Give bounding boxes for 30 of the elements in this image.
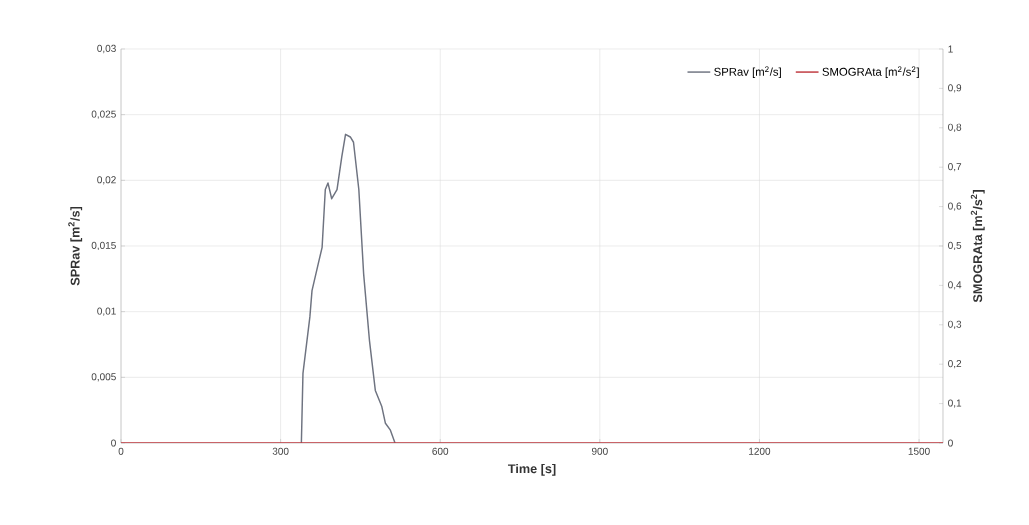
x-tick-label: 1200: [749, 447, 771, 455]
y2-tick-label: 0,4: [948, 281, 962, 290]
legend-label: SPRav [m$^{2}$/s]: [714, 66, 781, 79]
line-series: [300, 133, 396, 443]
legend-label: SMOGRAta [m$^{2}$/s$^{2}$]: [822, 66, 919, 79]
y2-tick-label: 0,8: [948, 123, 962, 132]
x-tick-label: 1500: [908, 447, 930, 455]
y-tick-label: 0,025: [91, 110, 116, 119]
x-tick-label: 0: [118, 447, 124, 455]
y2-tick-label: 1: [948, 45, 953, 53]
y2-tick-label: 0,2: [948, 360, 962, 369]
y2-tick-label: 0: [948, 439, 953, 447]
y2-tick-label: 0,3: [948, 320, 962, 329]
y2-tick-label: 0,5: [948, 241, 962, 251]
y-tick-label: 0,005: [91, 373, 116, 382]
x-tick-label: 900: [591, 447, 608, 455]
y2-axis-title: SMOGRAta [m$^{2}$/s$^{2}$]: [970, 190, 985, 303]
x-axis-title: Time [s]: [507, 463, 556, 476]
y-tick-label: 0,01: [97, 307, 116, 316]
y2-tick-label: 0,1: [948, 399, 962, 408]
y-tick-label: 0: [111, 439, 116, 447]
x-tick-label: 300: [272, 447, 289, 455]
y-tick-label: 0,015: [91, 241, 116, 251]
x-tick-label: 600: [432, 447, 449, 455]
y-axis-title: SPRav [m$^{2}$/s]: [68, 206, 83, 286]
y2-tick-label: 0,6: [948, 202, 962, 211]
y2-tick-label: 0,9: [948, 84, 962, 93]
y-tick-label: 0,03: [97, 44, 116, 54]
y-tick-label: 0,02: [97, 176, 116, 185]
y2-tick-label: 0,7: [948, 163, 962, 172]
